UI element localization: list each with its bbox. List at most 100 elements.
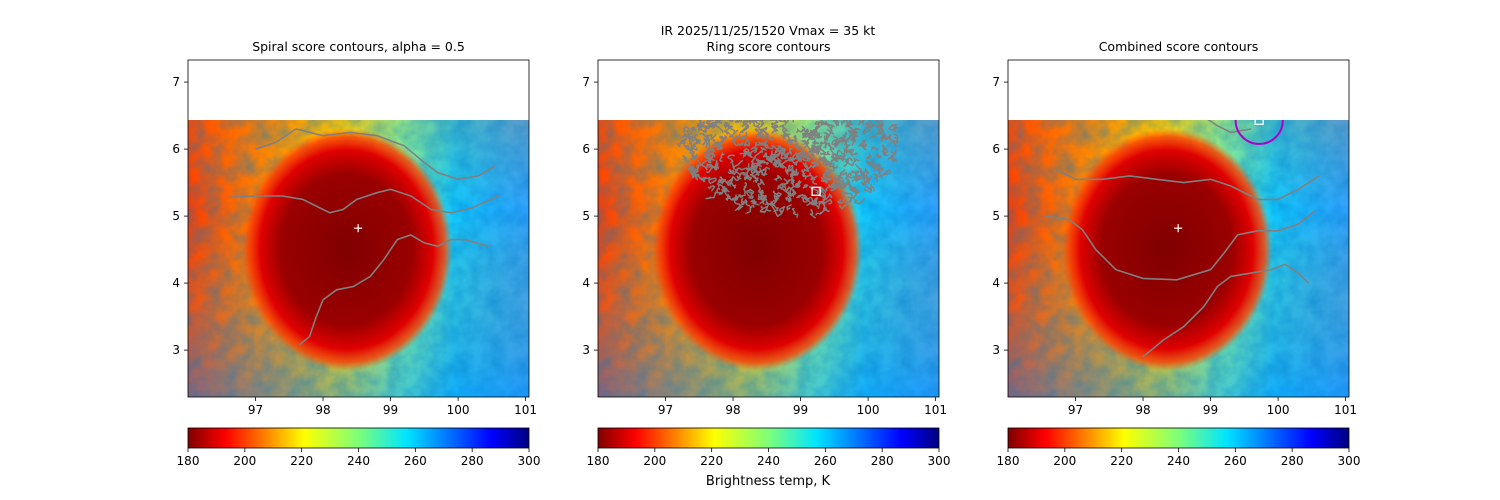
ring-contour-segment [857, 103, 864, 109]
colorbar-tick-label: 260 [404, 454, 427, 468]
colorbar-tick-label: 180 [997, 454, 1020, 468]
score-contour [1142, 263, 1310, 358]
ring-contour-segment [824, 121, 836, 129]
ring-contour-segment [772, 159, 781, 166]
ring-contour-segment [739, 100, 745, 109]
ring-contour-segment [724, 129, 731, 135]
ring-contour-segment [760, 97, 764, 103]
ring-contour-segment [823, 131, 829, 142]
ring-contour-segment [773, 97, 780, 102]
colorbar-tick-label: 280 [1281, 454, 1304, 468]
ring-contour-segment [802, 171, 807, 180]
ring-contour-segment [740, 120, 743, 123]
ring-contour-segment [736, 167, 750, 171]
ring-contour-segment [802, 84, 807, 94]
ring-contour-segment [810, 147, 819, 154]
colorbar-tick-label: 300 [928, 454, 951, 468]
score-contour [1044, 210, 1316, 281]
ring-contour-segment [744, 94, 753, 101]
ring-contour-segment [846, 97, 851, 103]
ring-contour-segment [750, 169, 759, 184]
ring-contour-segment [808, 106, 816, 117]
ring-contour-segment [841, 183, 855, 192]
ring-contour-segment [683, 126, 691, 133]
colorbar-tick-label: 220 [1110, 454, 1133, 468]
ring-contour-segment [798, 151, 811, 159]
ring-contour-segment [777, 120, 786, 123]
ring-contour-segment [881, 144, 886, 155]
ring-contour-segment [849, 130, 857, 140]
ring-contour-segment [786, 203, 792, 211]
ring-contour-segment [707, 106, 711, 113]
y-tick-label: 4 [992, 276, 1000, 290]
ring-contour-segment [741, 121, 748, 128]
ring-contour-segment [716, 179, 725, 186]
colorbar-tick-label: 220 [290, 454, 313, 468]
ring-contour-segment [880, 134, 889, 141]
colorbar-tick-label: 180 [587, 454, 610, 468]
ring-contour-segment [785, 196, 792, 203]
ring-contour-segment [863, 186, 875, 193]
ring-contour-segment [766, 97, 775, 102]
ring-contour-segment [743, 173, 750, 181]
panel-title: Combined score contours [1099, 39, 1259, 54]
ring-contour-segment [809, 196, 819, 206]
ring-contour-segment [841, 179, 847, 188]
colorbar-tick-label: 240 [347, 454, 370, 468]
x-tick-label: 101 [924, 403, 947, 417]
ring-contour-segment [755, 103, 763, 114]
ring-contour-segment [705, 191, 717, 200]
ring-contour-segment [812, 140, 820, 145]
ring-contour-segment [718, 120, 720, 121]
ring-contour-segment [770, 120, 779, 126]
ring-contour-segment [793, 135, 797, 143]
ring-contour-segment [866, 153, 872, 160]
cold-cloud-core [241, 128, 453, 372]
ring-contour-segment [876, 123, 885, 132]
ring-contour-segment [762, 103, 769, 107]
ring-contour-segment [717, 183, 730, 193]
x-tick-label: 98 [315, 403, 330, 417]
ring-contour-segment [809, 132, 823, 139]
ring-contour-segment [757, 177, 765, 186]
ring-contour-segment [823, 158, 829, 166]
ring-contour-segment [707, 147, 716, 156]
ring-contour-segment [809, 163, 819, 169]
ring-contour-segment [852, 99, 856, 104]
y-tick-label: 6 [992, 142, 1000, 156]
ring-contour-segment [718, 102, 724, 111]
colorbar-tick-label: 260 [814, 454, 837, 468]
ring-contour-segment [794, 152, 802, 160]
ring-contour-segment [751, 110, 758, 118]
colorbar: 180 200 220 240 260 280 300 [997, 427, 1360, 468]
x-tick-label: 101 [514, 403, 537, 417]
ring-contour-segment [759, 120, 765, 128]
ring-contour-segment [717, 96, 725, 102]
y-tick-label: 4 [172, 276, 180, 290]
ring-contour-segment [778, 103, 782, 108]
ring-contour-segment [689, 149, 695, 155]
ring-contour-segment [762, 129, 775, 141]
ring-contour-segment [722, 99, 727, 104]
ring-contour-segment [754, 141, 766, 147]
ring-contour-segment [790, 89, 793, 98]
ring-contour-segment [795, 125, 806, 133]
max-score-marker [811, 186, 821, 196]
ring-contour-segment [740, 197, 751, 207]
x-tick-label: 98 [1135, 403, 1150, 417]
ring-contour-segment [810, 145, 818, 160]
ring-contour-segment [733, 200, 744, 211]
ring-contour-segment [730, 133, 741, 143]
ring-contour-segment [796, 193, 804, 199]
ring-contour-segment [806, 134, 812, 140]
ring-contour-segment [719, 151, 725, 162]
ring-contour-segment [838, 200, 848, 211]
ring-contour-segment [735, 92, 738, 97]
y-tick-label: 6 [172, 142, 180, 156]
ring-contour-segment [727, 168, 735, 175]
score-contour [255, 128, 496, 181]
ring-contour-segment [846, 101, 852, 107]
ring-contour-segment [832, 176, 842, 183]
ring-contour-segment [814, 120, 825, 127]
ring-contour-segment [818, 83, 824, 87]
